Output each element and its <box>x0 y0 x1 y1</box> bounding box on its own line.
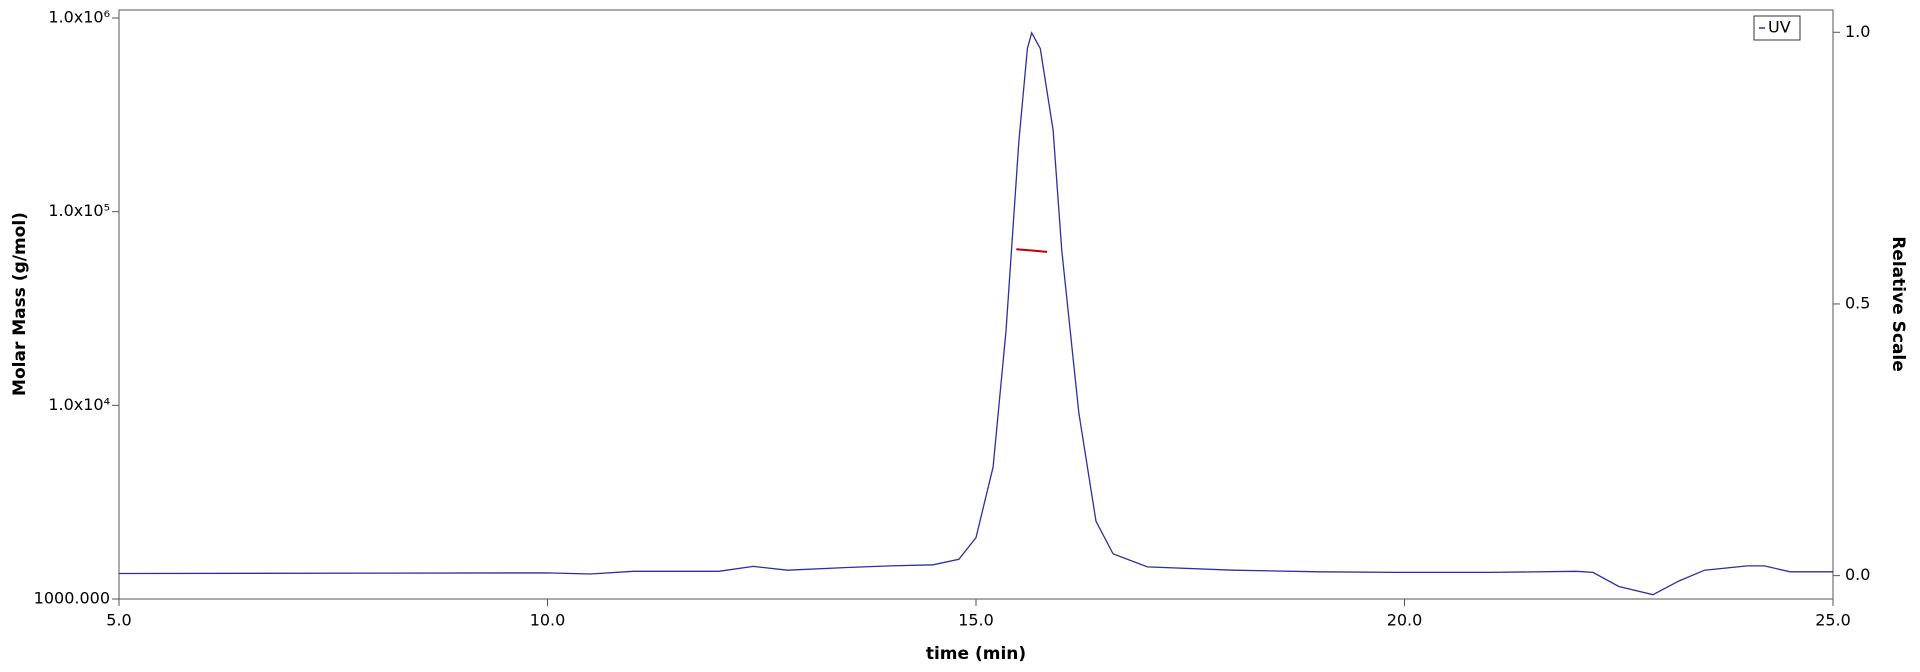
y-axis-title: Molar Mass (g/mol) <box>10 212 30 396</box>
y-tick-label: 1000.000 <box>34 589 110 608</box>
y-tick-label: 1.0x10⁵ <box>48 201 110 220</box>
legend-label: UV <box>1768 18 1791 37</box>
x-tick-label: 15.0 <box>958 611 994 630</box>
x-axis-title: time (min) <box>926 644 1026 664</box>
y2-tick-label: 0.5 <box>1845 293 1870 312</box>
y2-tick-label: 1.0 <box>1845 22 1870 41</box>
y-tick-label: 1.0x10⁶ <box>48 8 110 27</box>
x-tick-label: 10.0 <box>530 611 566 630</box>
x-tick-label: 25.0 <box>1815 611 1851 630</box>
x-tick-label: 5.0 <box>106 611 131 630</box>
y2-axis-title: Relative Scale <box>1888 236 1908 372</box>
plot-frame <box>118 9 1834 600</box>
x-tick-label: 20.0 <box>1387 611 1423 630</box>
series-line <box>118 31 1833 596</box>
y2-tick-label: 0.0 <box>1845 565 1870 584</box>
y-tick-label: 1.0x10⁴ <box>48 395 110 414</box>
series-line <box>1016 248 1048 253</box>
